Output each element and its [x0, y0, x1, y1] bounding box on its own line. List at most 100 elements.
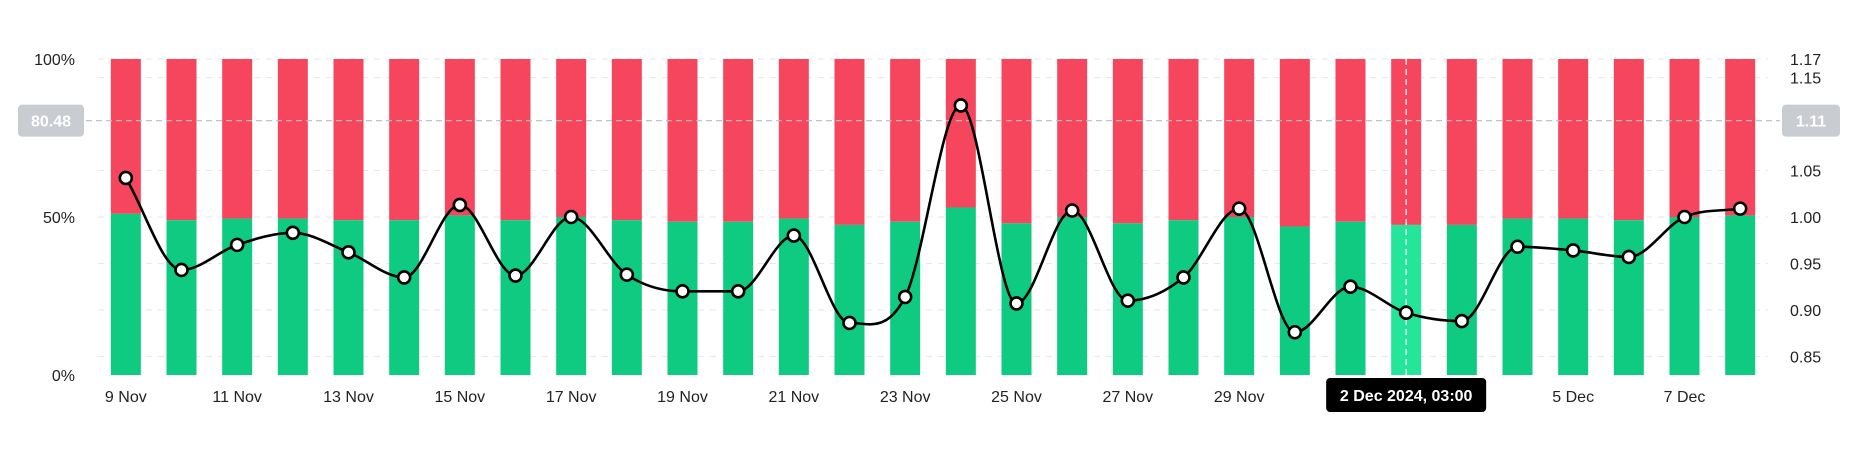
x-axis-tick-label: 9 Nov	[105, 389, 147, 406]
short-bar[interactable]	[1224, 59, 1255, 217]
right-axis-tick-label: 1.00	[1790, 210, 1821, 227]
short-bar[interactable]	[834, 59, 865, 225]
ratio-point[interactable]	[285, 225, 301, 241]
crosshair-right-value: 1.11	[1796, 114, 1826, 131]
short-bar[interactable]	[1558, 59, 1589, 219]
short-bar[interactable]	[890, 59, 921, 222]
ratio-point[interactable]	[675, 284, 690, 299]
x-axis-tick-label: 25 Nov	[991, 389, 1042, 406]
left-axis-tick-label: 100%	[34, 52, 75, 69]
right-axis-tick-label: 1.17	[1790, 52, 1821, 69]
short-bar[interactable]	[389, 59, 420, 221]
short-bar[interactable]	[556, 59, 587, 217]
short-bar[interactable]	[1335, 59, 1366, 222]
crosshair-left-value: 80.48	[31, 114, 71, 131]
ratio-point[interactable]	[563, 209, 579, 225]
long-bar[interactable]	[945, 207, 976, 375]
ratio-point[interactable]	[1176, 270, 1191, 285]
x-axis-tick-label: 11 Nov	[212, 389, 262, 406]
short-bar[interactable]	[333, 59, 364, 221]
short-bar[interactable]	[778, 59, 809, 219]
short-bar[interactable]	[110, 59, 141, 214]
x-axis-tick-label: 7 Dec	[1664, 389, 1706, 406]
ratio-point[interactable]	[1009, 296, 1024, 311]
long-bar[interactable]	[1725, 215, 1756, 375]
long-bar[interactable]	[834, 224, 865, 375]
ratio-point[interactable]	[1287, 324, 1303, 340]
short-bar[interactable]	[723, 59, 754, 222]
long-bar[interactable]	[1446, 224, 1477, 375]
short-bar[interactable]	[1168, 59, 1199, 221]
short-bar[interactable]	[1446, 59, 1477, 225]
long-bar[interactable]	[1279, 226, 1310, 375]
short-bar[interactable]	[166, 59, 197, 221]
short-bar[interactable]	[1613, 59, 1644, 221]
long-bar[interactable]	[333, 220, 364, 375]
x-axis-tick-label: 15 Nov	[434, 389, 485, 406]
ratio-point[interactable]	[1621, 249, 1637, 265]
short-bar[interactable]	[667, 59, 698, 222]
long-bar[interactable]	[1224, 217, 1255, 375]
ratio-point[interactable]	[953, 98, 969, 113]
bars	[110, 59, 1756, 375]
ratio-point[interactable]	[1343, 279, 1358, 295]
short-bar[interactable]	[945, 59, 976, 208]
ratio-line	[118, 98, 1748, 340]
long-bar[interactable]	[500, 220, 531, 375]
x-axis-tick-label: 19 Nov	[657, 389, 708, 406]
long-bar[interactable]	[389, 220, 420, 375]
long-bar[interactable]	[444, 215, 475, 375]
short-bar[interactable]	[222, 59, 253, 219]
long-bar[interactable]	[1613, 220, 1644, 375]
ratio-point[interactable]	[619, 267, 635, 282]
ratio-point[interactable]	[229, 237, 245, 253]
long-bar[interactable]	[1669, 217, 1700, 375]
short-bar[interactable]	[1725, 59, 1756, 216]
short-bar[interactable]	[1279, 59, 1310, 227]
long-bar[interactable]	[277, 218, 308, 375]
ratio-point[interactable]	[508, 268, 523, 283]
long-bar[interactable]	[1335, 221, 1366, 375]
grid-lines	[98, 58, 1768, 357]
x-axis-tick-label: 21 Nov	[768, 389, 819, 406]
ratio-point[interactable]	[1064, 203, 1080, 218]
long-bar[interactable]	[611, 220, 642, 375]
ratio-point[interactable]	[396, 270, 412, 285]
crosshair-right-value-badge: 1.11	[1782, 104, 1840, 137]
crosshair-left-value-badge: 80.48	[18, 104, 84, 137]
ratio-point[interactable]	[1120, 293, 1136, 308]
short-bar[interactable]	[1502, 59, 1533, 219]
ratio-point[interactable]	[1677, 209, 1692, 225]
short-bar[interactable]	[444, 59, 475, 216]
ratio-point[interactable]	[341, 245, 356, 260]
right-axis-tick-label: 1.05	[1790, 164, 1821, 181]
long-bar[interactable]	[166, 220, 197, 375]
long-bar[interactable]	[1558, 218, 1589, 375]
long-bar[interactable]	[1168, 220, 1199, 375]
long-bar[interactable]	[110, 213, 141, 375]
ratio-point[interactable]	[452, 197, 468, 213]
short-bar[interactable]	[1001, 59, 1032, 224]
ratio-point[interactable]	[174, 262, 189, 278]
ratio-point[interactable]	[1565, 243, 1581, 258]
ratio-point[interactable]	[1732, 201, 1748, 216]
ratio-point[interactable]	[1510, 239, 1525, 255]
short-bar[interactable]	[500, 59, 531, 221]
ratio-point[interactable]	[730, 284, 746, 299]
short-bar[interactable]	[611, 59, 642, 221]
short-bar[interactable]	[1112, 59, 1143, 224]
long-bar[interactable]	[1057, 217, 1088, 375]
ratio-point[interactable]	[118, 170, 134, 186]
left-axis-tick-label: 0%	[52, 368, 75, 385]
long-bar[interactable]	[556, 217, 587, 375]
ratio-point[interactable]	[786, 228, 802, 243]
short-bar[interactable]	[1057, 59, 1088, 217]
ratio-point[interactable]	[1231, 201, 1247, 216]
ratio-point[interactable]	[897, 289, 913, 305]
ratio-point[interactable]	[842, 315, 857, 331]
short-bar[interactable]	[277, 59, 308, 219]
short-bar[interactable]	[1669, 59, 1700, 217]
ratio-point[interactable]	[1454, 313, 1470, 329]
ratio-point[interactable]	[1398, 305, 1414, 321]
